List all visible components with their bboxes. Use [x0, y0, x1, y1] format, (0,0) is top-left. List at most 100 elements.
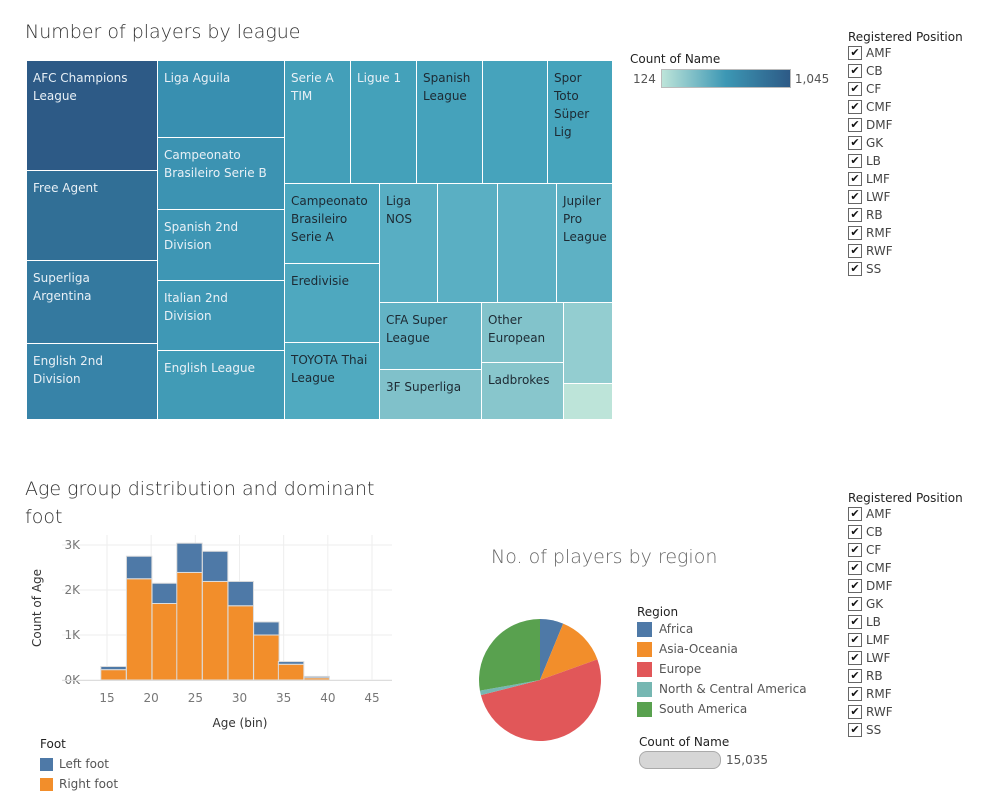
treemap-cell[interactable]: English League — [157, 350, 285, 420]
filter-option-dmf[interactable]: ✔ DMF — [848, 577, 963, 595]
filter-option-cf[interactable]: ✔ CF — [848, 541, 963, 559]
treemap-cell[interactable] — [563, 302, 613, 384]
treemap-cell[interactable]: Superliga Argentina — [26, 260, 158, 344]
bar-left-foot[interactable] — [125, 555, 153, 580]
filter-option-cmf[interactable]: ✔ CMF — [848, 559, 963, 577]
filter-option-lmf[interactable]: ✔ LMF — [848, 631, 963, 649]
checkbox-checked-icon[interactable]: ✔ — [848, 100, 862, 114]
bar-left-foot[interactable] — [201, 550, 229, 582]
checkbox-checked-icon[interactable]: ✔ — [848, 46, 862, 60]
filter-option-amf[interactable]: ✔ AMF — [848, 44, 963, 62]
treemap-cell[interactable]: Other European — [481, 302, 564, 363]
filter-option-rwf[interactable]: ✔ RWF — [848, 242, 963, 260]
bar-left-foot[interactable] — [303, 675, 330, 679]
legend-item[interactable]: North & Central America — [637, 679, 807, 699]
filter-option-cb[interactable]: ✔ CB — [848, 62, 963, 80]
bar-right-foot[interactable] — [125, 578, 153, 681]
checkbox-checked-icon[interactable]: ✔ — [848, 226, 862, 240]
treemap-cell[interactable] — [563, 383, 613, 420]
legend-item[interactable]: South America — [637, 699, 807, 719]
treemap-cell[interactable]: Spor Toto Süper Lig — [547, 60, 613, 184]
filter-option-lb[interactable]: ✔ LB — [848, 613, 963, 631]
pie-slice-north-central-america[interactable] — [479, 680, 540, 696]
filter-option-lwf[interactable]: ✔ LWF — [848, 188, 963, 206]
bar-left-foot[interactable] — [277, 661, 305, 665]
checkbox-checked-icon[interactable]: ✔ — [848, 525, 862, 539]
treemap-cell[interactable] — [437, 183, 498, 303]
checkbox-checked-icon[interactable]: ✔ — [848, 136, 862, 150]
checkbox-checked-icon[interactable]: ✔ — [848, 687, 862, 701]
treemap-cell[interactable]: Free Agent — [26, 170, 158, 261]
checkbox-checked-icon[interactable]: ✔ — [848, 633, 862, 647]
filter-option-rb[interactable]: ✔ RB — [848, 206, 963, 224]
pie-slice-africa[interactable] — [540, 619, 564, 680]
filter-option-ss[interactable]: ✔ SS — [848, 260, 963, 278]
bar-right-foot[interactable] — [227, 605, 254, 681]
pie-slice-south-america[interactable] — [479, 619, 540, 691]
checkbox-checked-icon[interactable]: ✔ — [848, 579, 862, 593]
pie-slice-europe[interactable] — [480, 659, 601, 742]
treemap-cell[interactable]: 3F Superliga — [379, 369, 482, 420]
treemap-cell[interactable]: Jupiler Pro League — [556, 183, 613, 303]
checkbox-checked-icon[interactable]: ✔ — [848, 262, 862, 276]
filter-option-dmf[interactable]: ✔ DMF — [848, 116, 963, 134]
treemap-cell[interactable]: Ladbrokes — [481, 362, 564, 420]
treemap-cell[interactable]: Italian 2nd Division — [157, 280, 285, 351]
bar-left-foot[interactable] — [151, 582, 178, 604]
pie-slice-asia-oceania[interactable] — [540, 623, 598, 680]
checkbox-checked-icon[interactable]: ✔ — [848, 723, 862, 737]
checkbox-checked-icon[interactable]: ✔ — [848, 597, 862, 611]
filter-option-ss[interactable]: ✔ SS — [848, 721, 963, 739]
checkbox-checked-icon[interactable]: ✔ — [848, 651, 862, 665]
checkbox-checked-icon[interactable]: ✔ — [848, 118, 862, 132]
filter-option-gk[interactable]: ✔ GK — [848, 134, 963, 152]
checkbox-checked-icon[interactable]: ✔ — [848, 615, 862, 629]
treemap-cell[interactable]: Serie A TIM — [284, 60, 351, 184]
treemap-cell[interactable]: CFA Super League — [379, 302, 482, 370]
treemap-cell[interactable]: Liga NOS — [379, 183, 438, 303]
filter-option-gk[interactable]: ✔ GK — [848, 595, 963, 613]
filter-option-rmf[interactable]: ✔ RMF — [848, 224, 963, 242]
bar-right-foot[interactable] — [201, 580, 229, 681]
checkbox-checked-icon[interactable]: ✔ — [848, 172, 862, 186]
checkbox-checked-icon[interactable]: ✔ — [848, 154, 862, 168]
filter-option-rwf[interactable]: ✔ RWF — [848, 703, 963, 721]
treemap-cell[interactable]: Spanish 2nd Division — [157, 209, 285, 281]
bar-left-foot[interactable] — [253, 621, 280, 636]
filter-option-cmf[interactable]: ✔ CMF — [848, 98, 963, 116]
treemap-cell[interactable] — [482, 60, 548, 184]
bar-right-foot[interactable] — [176, 571, 203, 681]
filter-option-rb[interactable]: ✔ RB — [848, 667, 963, 685]
bar-left-foot[interactable] — [176, 542, 203, 573]
treemap-cell[interactable]: Liga Aguila — [157, 60, 285, 138]
treemap-cell[interactable] — [497, 183, 557, 303]
checkbox-checked-icon[interactable]: ✔ — [848, 82, 862, 96]
filter-option-lwf[interactable]: ✔ LWF — [848, 649, 963, 667]
treemap-cell[interactable]: TOYOTA Thai League — [284, 342, 380, 420]
treemap-cell[interactable]: Campeonato Brasileiro Serie A — [284, 183, 380, 264]
filter-option-lmf[interactable]: ✔ LMF — [848, 170, 963, 188]
bar-left-foot[interactable] — [227, 580, 254, 607]
checkbox-checked-icon[interactable]: ✔ — [848, 543, 862, 557]
treemap-cell[interactable]: Spanish League — [416, 60, 483, 184]
checkbox-checked-icon[interactable]: ✔ — [848, 669, 862, 683]
filter-option-cf[interactable]: ✔ CF — [848, 80, 963, 98]
legend-item[interactable]: Asia-Oceania — [637, 639, 807, 659]
treemap-cell[interactable]: English 2nd Division — [26, 343, 158, 420]
legend-item[interactable]: Left foot — [40, 754, 118, 774]
legend-item[interactable]: Africa — [637, 619, 807, 639]
checkbox-checked-icon[interactable]: ✔ — [848, 561, 862, 575]
checkbox-checked-icon[interactable]: ✔ — [848, 507, 862, 521]
legend-item[interactable]: Right foot — [40, 774, 118, 794]
bar-right-foot[interactable] — [277, 663, 305, 681]
checkbox-checked-icon[interactable]: ✔ — [848, 244, 862, 258]
filter-option-amf[interactable]: ✔ AMF — [848, 505, 963, 523]
bar-right-foot[interactable] — [151, 603, 178, 681]
bar-left-foot[interactable] — [100, 666, 127, 671]
bar-right-foot[interactable] — [100, 669, 127, 681]
checkbox-checked-icon[interactable]: ✔ — [848, 208, 862, 222]
filter-option-cb[interactable]: ✔ CB — [848, 523, 963, 541]
checkbox-checked-icon[interactable]: ✔ — [848, 64, 862, 78]
treemap-cell[interactable]: AFC Champions League — [26, 60, 158, 171]
legend-item[interactable]: Europe — [637, 659, 807, 679]
